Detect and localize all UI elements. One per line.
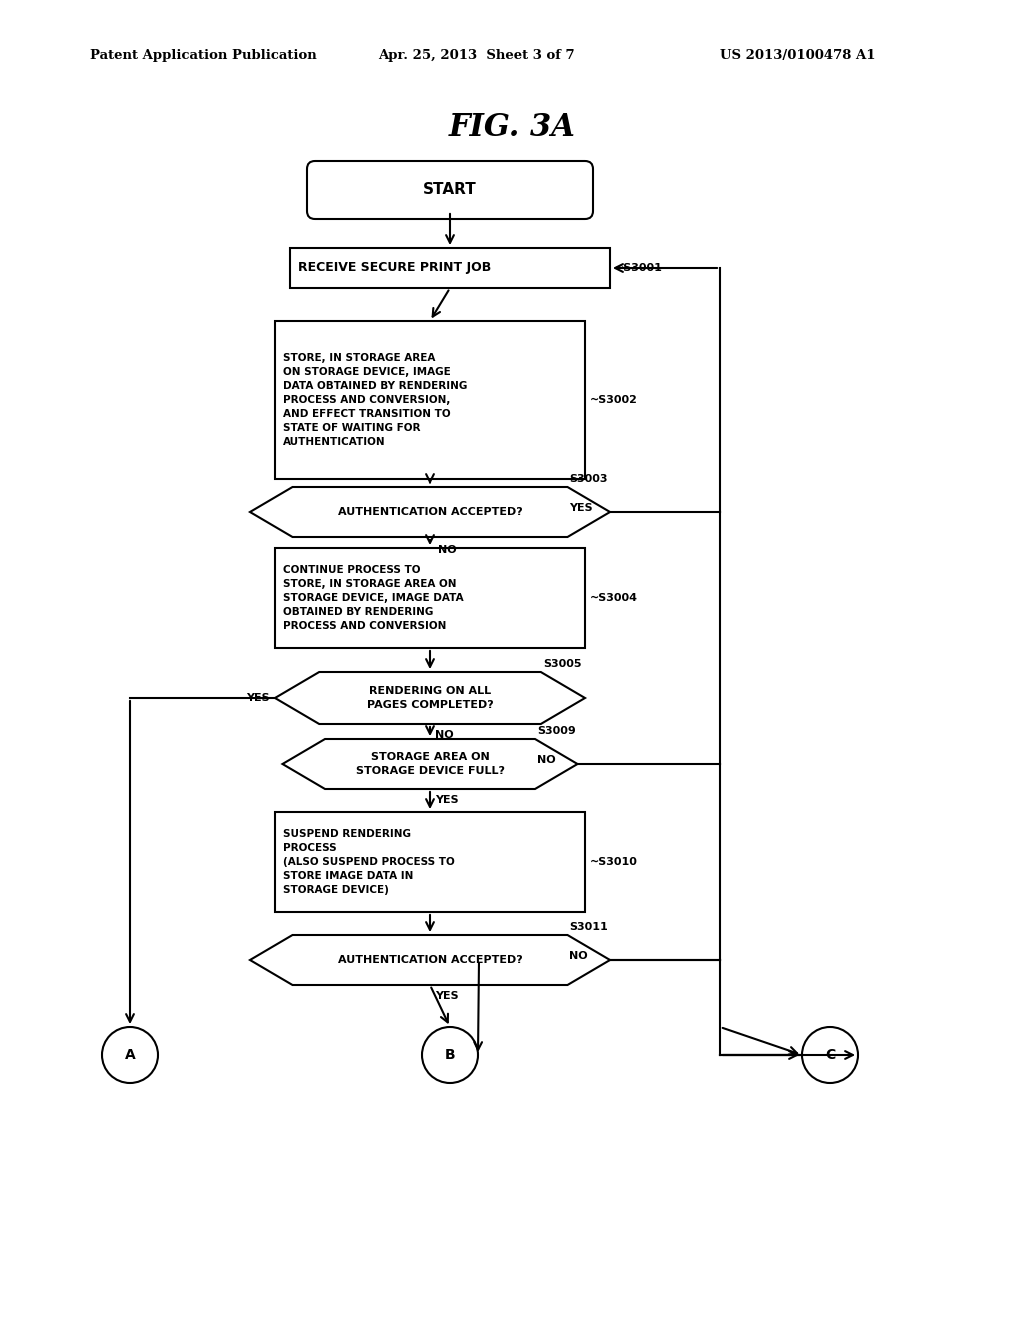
- Text: ~S3002: ~S3002: [590, 395, 638, 405]
- Text: CONTINUE PROCESS TO
STORE, IN STORAGE AREA ON
STORAGE DEVICE, IMAGE DATA
OBTAINE: CONTINUE PROCESS TO STORE, IN STORAGE AR…: [283, 565, 464, 631]
- Text: NO: NO: [569, 950, 588, 961]
- Text: ~S3001: ~S3001: [615, 263, 663, 273]
- Polygon shape: [283, 739, 578, 789]
- Text: YES: YES: [435, 795, 459, 805]
- Text: S3005: S3005: [543, 659, 582, 669]
- Text: ~S3004: ~S3004: [590, 593, 638, 603]
- Text: NO: NO: [435, 730, 454, 741]
- Text: YES: YES: [247, 693, 270, 704]
- Text: US 2013/0100478 A1: US 2013/0100478 A1: [720, 49, 876, 62]
- FancyBboxPatch shape: [307, 161, 593, 219]
- Text: NO: NO: [537, 755, 556, 766]
- Text: STORAGE AREA ON
STORAGE DEVICE FULL?: STORAGE AREA ON STORAGE DEVICE FULL?: [355, 752, 505, 776]
- Text: NO: NO: [438, 545, 457, 554]
- Text: RENDERING ON ALL
PAGES COMPLETED?: RENDERING ON ALL PAGES COMPLETED?: [367, 686, 494, 710]
- Text: AUTHENTICATION ACCEPTED?: AUTHENTICATION ACCEPTED?: [338, 507, 522, 517]
- Circle shape: [422, 1027, 478, 1082]
- Text: STORE, IN STORAGE AREA
ON STORAGE DEVICE, IMAGE
DATA OBTAINED BY RENDERING
PROCE: STORE, IN STORAGE AREA ON STORAGE DEVICE…: [283, 352, 467, 447]
- Circle shape: [802, 1027, 858, 1082]
- Polygon shape: [250, 935, 610, 985]
- Polygon shape: [275, 672, 585, 723]
- Text: B: B: [444, 1048, 456, 1063]
- Text: RECEIVE SECURE PRINT JOB: RECEIVE SECURE PRINT JOB: [298, 261, 492, 275]
- Circle shape: [102, 1027, 158, 1082]
- Text: SUSPEND RENDERING
PROCESS
(ALSO SUSPEND PROCESS TO
STORE IMAGE DATA IN
STORAGE D: SUSPEND RENDERING PROCESS (ALSO SUSPEND …: [283, 829, 455, 895]
- Text: S3011: S3011: [569, 921, 608, 932]
- Text: YES: YES: [569, 503, 593, 513]
- Text: S3003: S3003: [569, 474, 608, 484]
- Text: Apr. 25, 2013  Sheet 3 of 7: Apr. 25, 2013 Sheet 3 of 7: [378, 49, 574, 62]
- Text: YES: YES: [435, 991, 459, 1001]
- Text: ~S3010: ~S3010: [590, 857, 638, 867]
- Bar: [290, 248, 610, 288]
- Text: FIG. 3A: FIG. 3A: [449, 112, 575, 144]
- Text: START: START: [423, 182, 477, 198]
- Text: C: C: [825, 1048, 836, 1063]
- Text: A: A: [125, 1048, 135, 1063]
- Bar: [275, 548, 585, 648]
- Text: Patent Application Publication: Patent Application Publication: [90, 49, 316, 62]
- Polygon shape: [250, 487, 610, 537]
- Bar: [275, 321, 585, 479]
- Text: AUTHENTICATION ACCEPTED?: AUTHENTICATION ACCEPTED?: [338, 954, 522, 965]
- Text: S3009: S3009: [537, 726, 575, 737]
- Bar: [275, 812, 585, 912]
